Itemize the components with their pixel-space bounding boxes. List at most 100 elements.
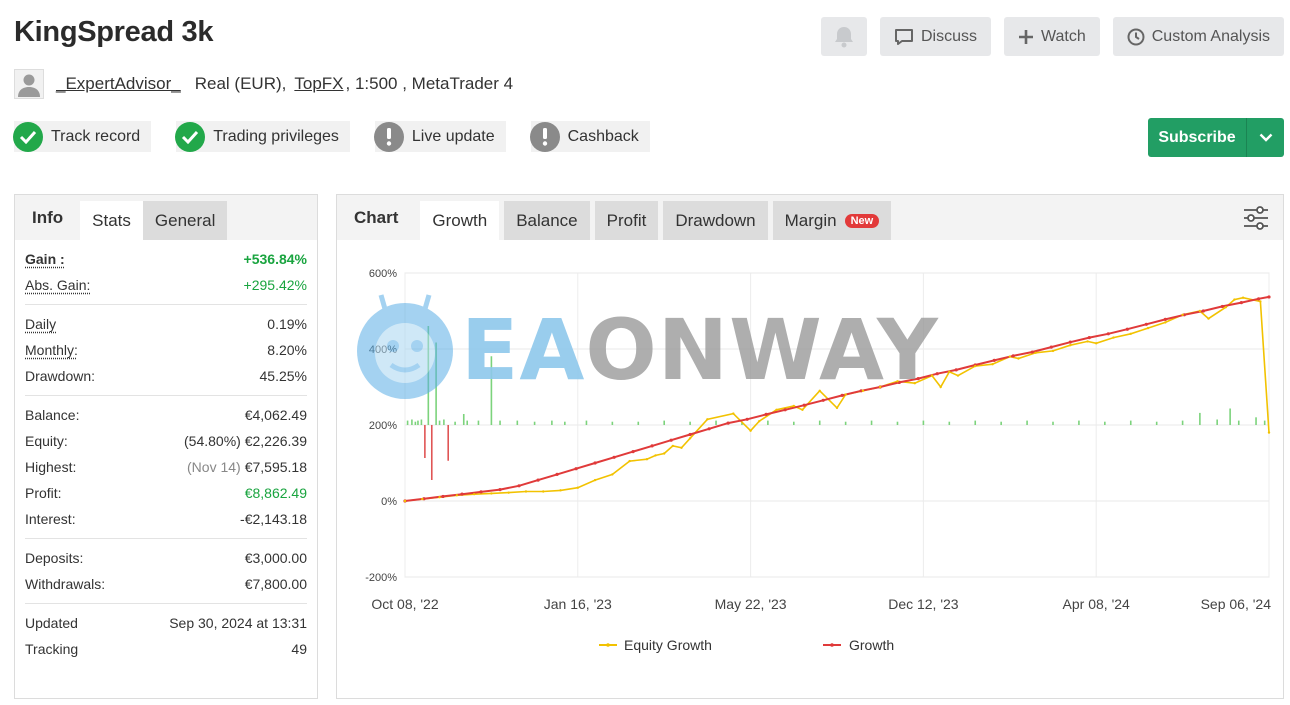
growth-point [1030, 350, 1034, 354]
volume-bar [1000, 421, 1002, 425]
growth-point [536, 478, 540, 482]
y-tick-label: 200% [369, 420, 397, 432]
balance-value: €4,062.49 [244, 407, 307, 423]
header-actions: Discuss Watch Custom Analysis [820, 17, 1284, 56]
legend-label-equity[interactable]: Equity Growth [624, 637, 712, 653]
tab-chart[interactable]: Chart [354, 207, 399, 227]
tab-info[interactable]: Info [32, 207, 64, 227]
volume-bar [844, 421, 847, 425]
tab-growth[interactable]: Growth [420, 201, 500, 240]
equity-point [1086, 340, 1089, 343]
equity-point [663, 452, 666, 455]
equity-label: Equity: [25, 433, 68, 449]
growth-point [479, 490, 483, 494]
equity-point [913, 382, 916, 385]
volume-bar [793, 421, 795, 425]
growth-point [1239, 301, 1243, 305]
volume-bar [663, 420, 665, 425]
volume-bar [466, 420, 469, 425]
tab-drawdown[interactable]: Drawdown [663, 201, 768, 240]
growth-point [1087, 336, 1091, 340]
y-tick-label: 400% [369, 344, 397, 356]
stat-group-meta: Updated Sep 30, 2024 at 13:31 Tracking 4… [25, 604, 307, 668]
gain-label[interactable]: Gain : [25, 251, 65, 267]
account-details: , 1:500 , MetaTrader 4 [345, 74, 514, 93]
discuss-button[interactable]: Discuss [879, 17, 991, 56]
volume-bar [499, 420, 501, 425]
equity-point [438, 496, 441, 499]
chart-settings-button[interactable] [1243, 206, 1269, 235]
equity-point [490, 492, 493, 495]
sliders-icon [1244, 206, 1268, 230]
equity-point [628, 459, 631, 463]
info-tabs: Info Stats General [15, 195, 317, 240]
avatar[interactable] [14, 69, 44, 99]
growth-point [460, 492, 464, 496]
equity-point [974, 364, 977, 368]
equity-point [991, 363, 994, 366]
broker-link[interactable]: TopFX [294, 74, 344, 93]
stat-row-updated: Updated Sep 30, 2024 at 13:31 [25, 610, 307, 636]
equity-point [1095, 342, 1098, 345]
volume-bar [414, 421, 417, 425]
growth-point [707, 427, 711, 431]
daily-label[interactable]: Daily [25, 316, 57, 332]
volume-bar [462, 414, 465, 425]
growth-chart[interactable]: 600% 400% 200% 0% -200% Oct 08, '22 Jan 16, '… [337, 240, 1283, 698]
tracking-label: Tracking [25, 641, 79, 657]
equity-point [524, 490, 528, 493]
x-tick-label: Jan 16, '23 [544, 596, 612, 612]
growth-point [1011, 354, 1015, 358]
watch-button[interactable]: Watch [1003, 17, 1100, 56]
badge-label: Live update [411, 127, 495, 145]
abs-gain-label[interactable]: Abs. Gain: [25, 277, 91, 293]
volume-bar [948, 421, 951, 425]
equity-point [593, 478, 597, 482]
stat-row-withdrawals: Withdrawals: €7,800.00 [25, 571, 307, 597]
volume-bar [564, 421, 566, 425]
growth-point [954, 368, 958, 372]
growth-point [650, 444, 654, 448]
stats-list: Gain : +536.84% Abs. Gain: +295.42% Dail… [15, 240, 317, 668]
legend-label-growth[interactable]: Growth [849, 637, 894, 653]
tab-balance[interactable]: Balance [504, 201, 590, 240]
tab-general[interactable]: General [142, 201, 228, 240]
drawdown-value: 45.25% [259, 368, 307, 384]
equity-point [542, 490, 545, 493]
growth-point [574, 467, 578, 471]
x-tick-label: Apr 08, '24 [1063, 596, 1130, 612]
growth-point [859, 389, 863, 393]
chart-panel: Chart Growth Balance Profit Drawdown Mar… [336, 194, 1284, 699]
bell-icon [834, 26, 853, 47]
tab-profit[interactable]: Profit [594, 201, 659, 240]
equity-point [1164, 321, 1167, 324]
x-tick-label: Sep 06, '24 [1201, 596, 1272, 612]
tab-stats[interactable]: Stats [80, 201, 143, 240]
exclamation-icon [529, 121, 560, 152]
tab-margin[interactable]: Margin New [772, 201, 892, 240]
daily-value: 0.19% [267, 316, 307, 332]
volume-bar [896, 421, 899, 425]
volume-bar [637, 421, 640, 425]
check-icon [13, 121, 43, 152]
volume-bar [974, 420, 977, 425]
interest-label: Interest: [25, 511, 76, 527]
growth-point [669, 438, 673, 442]
subscribe-dropdown[interactable] [1246, 118, 1284, 157]
chart-legend: Equity Growth Growth [599, 637, 894, 653]
equity-point [792, 404, 795, 408]
growth-point [593, 461, 597, 465]
highest-date: (Nov 14) [187, 459, 241, 475]
stat-row-interest: Interest: -€2,143.18 [25, 506, 307, 532]
subscribe-button[interactable]: Subscribe [1148, 118, 1284, 157]
user-link[interactable]: _ExpertAdvisor_ [56, 74, 181, 93]
volume-bar [516, 420, 519, 425]
equity-point [1241, 296, 1245, 299]
badge-cashback: Cashback [529, 121, 650, 152]
monthly-label[interactable]: Monthly: [25, 342, 78, 358]
volume-bar [1155, 421, 1158, 425]
custom-analysis-button[interactable]: Custom Analysis [1112, 17, 1284, 56]
notify-button[interactable] [820, 17, 867, 56]
growth-point [1163, 317, 1167, 321]
growth-point [1068, 340, 1072, 344]
